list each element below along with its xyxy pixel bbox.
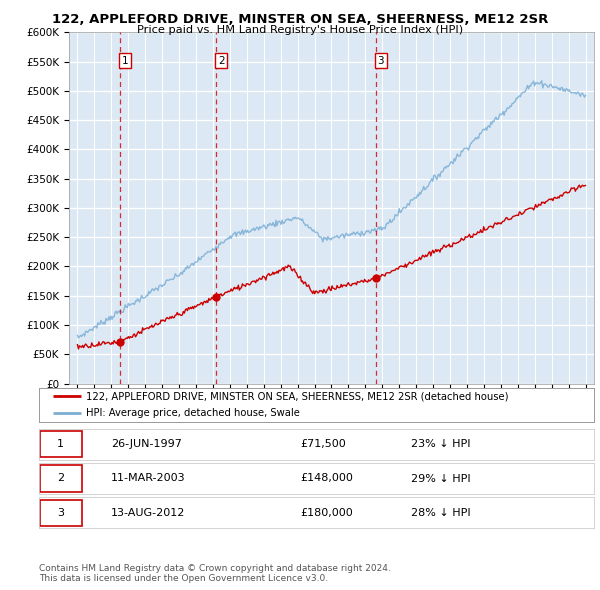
- Text: 2: 2: [57, 474, 64, 483]
- Text: 122, APPLEFORD DRIVE, MINSTER ON SEA, SHEERNESS, ME12 2SR (detached house): 122, APPLEFORD DRIVE, MINSTER ON SEA, SH…: [86, 391, 509, 401]
- FancyBboxPatch shape: [40, 500, 82, 526]
- Text: 3: 3: [57, 508, 64, 517]
- Text: 122, APPLEFORD DRIVE, MINSTER ON SEA, SHEERNESS, ME12 2SR: 122, APPLEFORD DRIVE, MINSTER ON SEA, SH…: [52, 13, 548, 26]
- Text: 1: 1: [121, 55, 128, 65]
- Text: Contains HM Land Registry data © Crown copyright and database right 2024.
This d: Contains HM Land Registry data © Crown c…: [39, 563, 391, 583]
- Text: 3: 3: [377, 55, 384, 65]
- Text: 11-MAR-2003: 11-MAR-2003: [111, 474, 186, 483]
- Text: 1: 1: [57, 440, 64, 449]
- Text: 26-JUN-1997: 26-JUN-1997: [111, 440, 182, 449]
- Text: 28% ↓ HPI: 28% ↓ HPI: [411, 508, 470, 517]
- Text: £148,000: £148,000: [300, 474, 353, 483]
- Text: 29% ↓ HPI: 29% ↓ HPI: [411, 474, 470, 483]
- FancyBboxPatch shape: [40, 431, 82, 457]
- Text: £71,500: £71,500: [300, 440, 346, 449]
- FancyBboxPatch shape: [40, 466, 82, 491]
- Text: Price paid vs. HM Land Registry's House Price Index (HPI): Price paid vs. HM Land Registry's House …: [137, 25, 463, 35]
- Text: HPI: Average price, detached house, Swale: HPI: Average price, detached house, Swal…: [86, 408, 300, 418]
- Text: 23% ↓ HPI: 23% ↓ HPI: [411, 440, 470, 449]
- Text: 13-AUG-2012: 13-AUG-2012: [111, 508, 185, 517]
- Text: 2: 2: [218, 55, 224, 65]
- Text: £180,000: £180,000: [300, 508, 353, 517]
